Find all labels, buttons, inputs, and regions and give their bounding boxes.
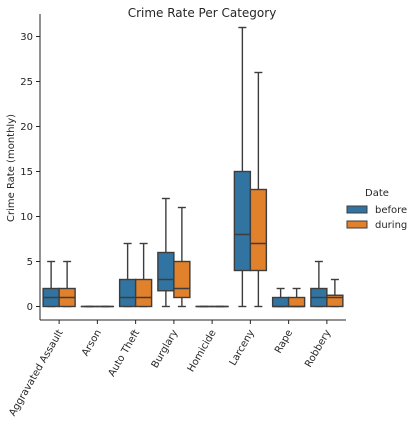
y-axis-label: Crime Rate (monthly) (6, 114, 17, 222)
x-tick-label: Robbery (303, 328, 333, 370)
box-during-7 (326, 278, 344, 308)
y-tick-label: 5 (27, 257, 33, 268)
box-rect (271, 296, 290, 308)
box-rect (287, 296, 306, 308)
plot-area: 0 5 10 15 20 25 30 Aggravated Assault Arson Auto … (7, 14, 346, 418)
y-tick-label: 10 (20, 212, 33, 223)
box-rect (134, 278, 153, 308)
chart-title: Crime Rate Per Category (128, 6, 277, 20)
x-tick-label: Arson (80, 328, 104, 358)
box-during-0 (58, 260, 76, 308)
x-tick-label: Burglary (150, 328, 181, 370)
box-before-5 (233, 26, 252, 308)
y-tick-label: 15 (20, 167, 33, 178)
box-during-2 (134, 242, 153, 308)
box-rect (249, 188, 268, 272)
box-before-2 (118, 242, 137, 308)
x-tick-label: Homicide (186, 328, 219, 374)
y-tick-label: 0 (27, 302, 33, 313)
x-tick-label: Aggravated Assault (7, 328, 65, 418)
box-during-3 (173, 206, 191, 308)
box-before-6 (271, 287, 290, 308)
box-rect (173, 260, 191, 299)
box-before-0 (42, 260, 60, 308)
box-rect (326, 294, 344, 308)
box-before-7 (310, 260, 328, 308)
x-tick-label: Rape (273, 328, 295, 355)
y-tick-label: 20 (20, 122, 33, 133)
box-rect (118, 278, 137, 308)
x-tick-label: Larceny (228, 328, 257, 368)
box-during-6 (287, 287, 306, 308)
legend-swatch-before (346, 205, 368, 214)
box-during-5 (249, 71, 268, 308)
y-tick-label: 30 (20, 32, 33, 43)
legend-title: Date (365, 188, 389, 199)
box-rect (233, 170, 252, 272)
legend-swatch-during (346, 220, 368, 229)
x-tick-label: Auto Theft (107, 328, 143, 379)
y-tick-label: 25 (20, 77, 33, 88)
legend: Date before during (346, 188, 407, 231)
box-before-3 (157, 197, 175, 308)
legend-label-before: before (375, 205, 407, 216)
box-rect (157, 251, 175, 292)
legend-label-during: during (375, 220, 407, 231)
